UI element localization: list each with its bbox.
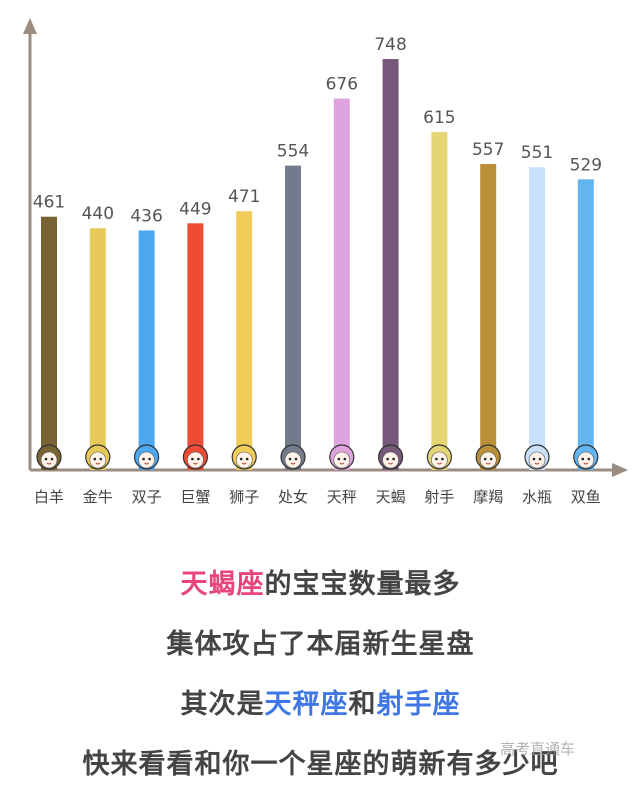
mascot-eye-icon xyxy=(50,457,54,461)
caption-highlight-libra: 天秤座 xyxy=(264,689,349,720)
value-label: 615 xyxy=(423,108,455,128)
mascot-face-icon xyxy=(431,451,448,469)
mascot-eye-icon xyxy=(294,457,298,461)
value-label: 440 xyxy=(82,204,114,224)
bar xyxy=(41,216,57,470)
mascot-face-icon xyxy=(89,451,107,469)
category-label: 狮子 xyxy=(229,488,259,506)
mascot-eye-icon xyxy=(288,457,292,461)
category-label: 射手 xyxy=(424,488,454,506)
category-label: 白羊 xyxy=(34,488,64,506)
y-axis-arrow xyxy=(23,18,37,34)
mascot-mouth-icon xyxy=(583,462,589,465)
caption-line-4: 快来看看和你一个星座的萌新有多少吧 xyxy=(82,749,559,780)
bar xyxy=(187,223,204,470)
bar xyxy=(480,163,497,470)
mascot-eye-icon xyxy=(483,457,487,461)
value-label: 676 xyxy=(326,75,358,95)
mascot-eye-icon xyxy=(532,457,536,461)
mascot-eye-icon xyxy=(245,457,249,461)
mascot-face-icon xyxy=(577,451,595,469)
mascot-mouth-icon xyxy=(95,462,101,465)
mascot-mouth-icon xyxy=(485,462,491,465)
mascot-mouth-icon xyxy=(437,462,442,465)
mascot-face-icon xyxy=(382,451,399,469)
bar xyxy=(89,228,106,470)
category-label: 双子 xyxy=(132,488,162,506)
category-label: 处女 xyxy=(278,488,308,506)
bar xyxy=(285,165,301,470)
bar xyxy=(577,179,594,470)
mascot-eye-icon xyxy=(99,457,103,461)
mascot-face-icon xyxy=(284,451,302,469)
value-label: 557 xyxy=(472,140,504,160)
category-label: 摩羯 xyxy=(473,488,503,506)
caption-line-3-mid: 和 xyxy=(348,689,377,720)
mascot-eye-icon xyxy=(239,457,243,461)
category-label: 双鱼 xyxy=(571,488,601,506)
caption-highlight-sagittarius: 射手座 xyxy=(376,689,461,720)
value-label: 529 xyxy=(570,155,602,175)
category-label: 天蝎 xyxy=(376,488,406,506)
value-label: 471 xyxy=(228,187,260,207)
mascot-mouth-icon xyxy=(193,462,198,465)
mascot-face-icon xyxy=(187,451,204,469)
value-label: 436 xyxy=(130,206,162,226)
bar xyxy=(236,211,253,470)
x-axis-arrow xyxy=(612,463,628,477)
mascot-eye-icon xyxy=(386,457,389,461)
caption-line-3-prefix: 其次是 xyxy=(180,689,265,720)
mascot-mouth-icon xyxy=(339,462,345,465)
mascot-mouth-icon xyxy=(290,462,296,465)
category-label: 金牛 xyxy=(83,488,113,506)
caption-line-1-rest: 的宝宝数量最多 xyxy=(264,569,461,600)
mascot-eye-icon xyxy=(489,457,493,461)
bar xyxy=(138,230,155,470)
bar xyxy=(431,132,448,471)
mascot-face-icon xyxy=(235,451,253,469)
caption-highlight-scorpio: 天蝎座 xyxy=(180,569,265,600)
bar xyxy=(333,98,350,471)
category-label: 天秤 xyxy=(327,488,357,506)
mascot-eye-icon xyxy=(581,457,585,461)
bar xyxy=(529,167,545,470)
bar xyxy=(382,59,399,470)
mascot-eye-icon xyxy=(343,457,347,461)
mascot-face-icon xyxy=(333,451,351,469)
mascot-eye-icon xyxy=(392,457,395,461)
mascot-eye-icon xyxy=(441,457,444,461)
mascot-eye-icon xyxy=(142,457,145,461)
mascot-eye-icon xyxy=(587,457,591,461)
mascot-face-icon xyxy=(528,451,546,469)
mascot-eye-icon xyxy=(337,457,341,461)
category-label: 水瓶 xyxy=(522,488,552,506)
caption-line-3: 其次是天秤座和射手座 xyxy=(0,682,641,721)
mascot-mouth-icon xyxy=(144,462,149,465)
mascot-eye-icon xyxy=(197,457,200,461)
caption-line-2: 集体攻占了本届新生星盘 xyxy=(166,629,475,660)
mascot-mouth-icon xyxy=(241,462,247,465)
mascot-mouth-icon xyxy=(46,462,52,465)
mascot-eye-icon xyxy=(148,457,151,461)
mascot-eye-icon xyxy=(191,457,194,461)
mascot-eye-icon xyxy=(538,457,542,461)
mascot-mouth-icon xyxy=(534,462,540,465)
mascot-face-icon xyxy=(479,451,497,469)
value-label: 748 xyxy=(374,35,406,55)
category-label: 巨蟹 xyxy=(180,488,210,506)
bar-chart: 461 白羊 440 金牛 436 双子 449 巨蟹 471 狮子 554 处女 676 天秤 748 天蝎… xyxy=(23,18,628,506)
value-label: 551 xyxy=(521,143,553,163)
value-label: 554 xyxy=(277,142,309,162)
mascot-eye-icon xyxy=(44,457,48,461)
mascot-mouth-icon xyxy=(388,462,393,465)
value-label: 461 xyxy=(33,193,65,213)
value-label: 449 xyxy=(179,199,211,219)
mascot-eye-icon xyxy=(93,457,97,461)
watermark: 高考直通车 xyxy=(500,740,576,758)
mascot-face-icon xyxy=(40,451,58,469)
caption-line-1: 天蝎座的宝宝数量最多 xyxy=(0,562,641,601)
mascot-eye-icon xyxy=(435,457,438,461)
mascot-face-icon xyxy=(138,451,155,469)
